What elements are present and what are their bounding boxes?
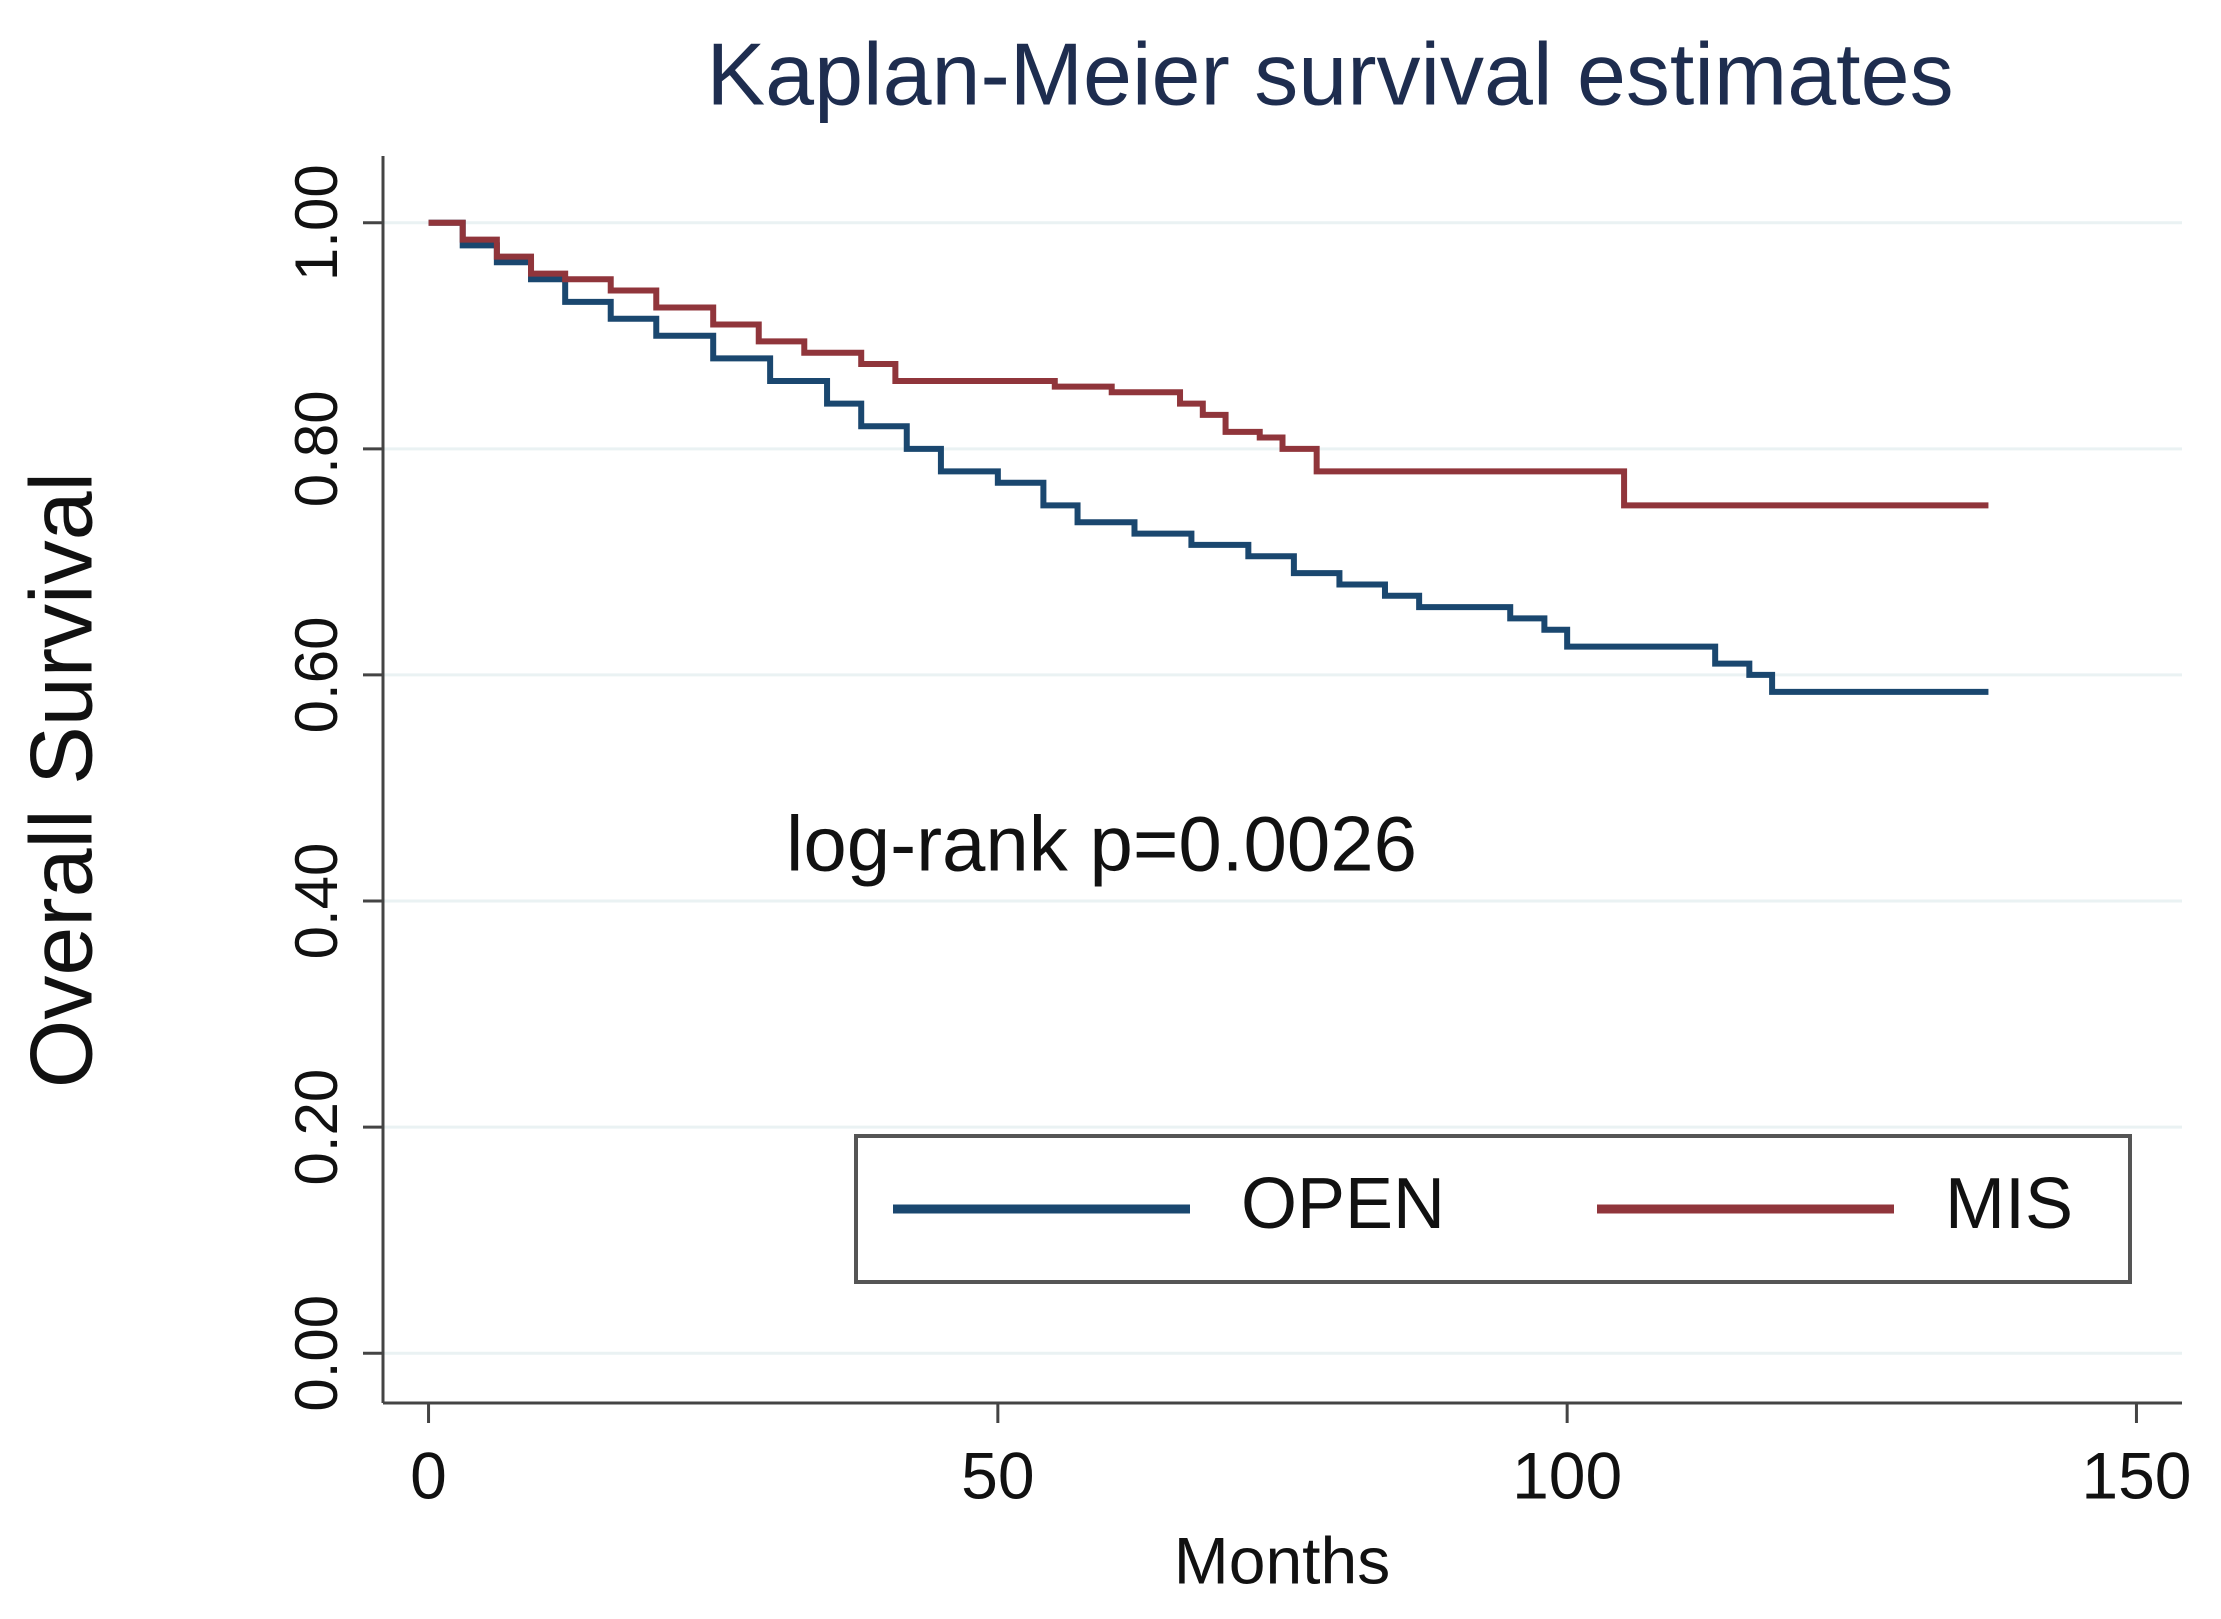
- y-tick-label: 0.40: [283, 843, 350, 960]
- x-tick-label: 150: [2081, 1438, 2191, 1512]
- chart-title: Kaplan-Meier survival estimates: [706, 24, 1953, 123]
- y-tick-label: 1.00: [283, 164, 350, 281]
- x-tick-label: 0: [410, 1438, 447, 1512]
- survival-line: [428, 219, 1989, 509]
- y-tick-label: 0.60: [283, 617, 350, 734]
- y-axis-title: Overall Survival: [11, 472, 110, 1088]
- y-tick-label: 0.00: [283, 1295, 350, 1412]
- annotation: log-rank p=0.0026: [786, 800, 1417, 888]
- y-tick-label: 0.20: [283, 1069, 350, 1186]
- y-tick-label: 0.80: [283, 390, 350, 507]
- x-tick-label: 50: [961, 1438, 1034, 1512]
- legend-label: MIS: [1945, 1164, 2073, 1244]
- survival-line: [428, 219, 1989, 695]
- x-tick-label: 100: [1512, 1438, 1622, 1512]
- x-axis-title: Months: [1174, 1523, 1390, 1597]
- legend-label: OPEN: [1241, 1164, 1445, 1244]
